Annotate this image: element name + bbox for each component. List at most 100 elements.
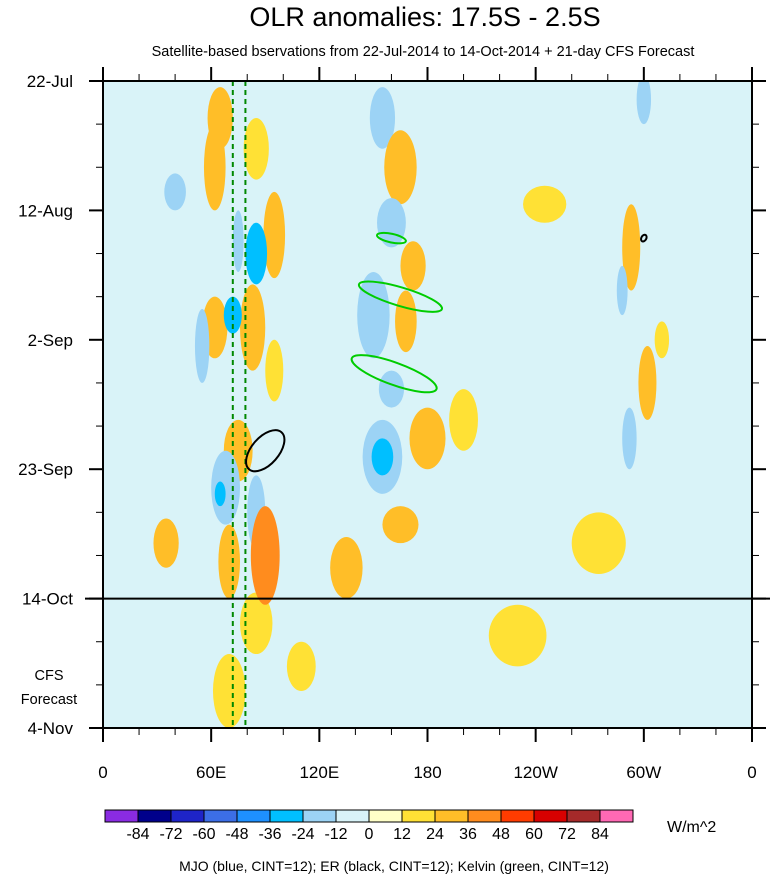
olr-anomaly-region <box>146 401 168 439</box>
olr-anomaly-region <box>654 321 670 359</box>
olr-anomaly-region <box>391 666 410 716</box>
colorbar-label: -84 <box>126 826 149 843</box>
olr-anomaly-region <box>622 407 637 470</box>
olr-anomaly-region <box>122 339 156 377</box>
colorbar-label: -60 <box>192 826 215 843</box>
olr-anomaly-region <box>571 512 626 574</box>
olr-anomaly-region <box>382 506 419 544</box>
axes: 0 60E 120E 180 120W 60W 0 22-Jul 12-Aug 2-Sep 23-S… <box>18 67 770 782</box>
colorbar-label: 0 <box>365 826 374 843</box>
colorbar-label: 84 <box>591 826 609 843</box>
olr-anomaly-region <box>164 173 186 211</box>
olr-anomaly-region <box>211 450 241 525</box>
colorbar-label: -36 <box>258 826 281 843</box>
olr-anomaly-region <box>194 308 210 383</box>
colorbar-swatch <box>302 809 337 823</box>
y-tick-label: 23-Sep <box>18 460 73 479</box>
olr-anomaly-region <box>616 265 628 316</box>
colorbar-swatch <box>467 809 502 823</box>
olr-anomaly-region <box>218 524 241 599</box>
colorbar-swatch <box>434 809 469 823</box>
colorbar-swatch <box>335 809 370 823</box>
x-tick-label: 0 <box>98 763 107 782</box>
olr-anomaly-region <box>330 536 363 599</box>
olr-anomaly-region <box>265 339 284 402</box>
y-tick-label: 4-Nov <box>28 719 74 738</box>
olr-anomaly-region <box>263 191 286 279</box>
er-contour <box>640 233 648 243</box>
colorbar-swatch <box>203 809 238 823</box>
olr-anomaly-region <box>622 204 641 291</box>
olr-anomaly-region <box>523 185 567 223</box>
colorbar-swatch <box>533 809 568 823</box>
chart-title: OLR anomalies: 17.5S - 2.5S <box>249 2 600 32</box>
olr-anomaly-region <box>638 345 657 420</box>
olr-anomaly-region <box>286 641 316 692</box>
x-tick-label: 120W <box>513 763 557 782</box>
colorbar-swatch <box>104 809 139 823</box>
olr-anomaly-region <box>357 272 390 359</box>
olr-anomaly-region <box>378 370 405 408</box>
x-tick-label: 60W <box>626 763 661 782</box>
kelvin-contour <box>357 280 444 313</box>
olr-anomaly-region <box>240 284 266 371</box>
colorbar-label: 12 <box>393 826 411 843</box>
colorbar-label: -24 <box>291 826 314 843</box>
colorbar-label: -12 <box>324 826 347 843</box>
olr-anomaly-region <box>243 117 269 180</box>
olr-anomaly-region <box>636 81 652 125</box>
colorbar-label: -48 <box>225 826 248 843</box>
forecast-label: CFS Forecast <box>21 668 77 708</box>
x-tick-label: 60E <box>196 763 226 782</box>
colorbar-swatch <box>599 809 634 823</box>
y-tick-label: 22-Jul <box>27 72 73 91</box>
forecast-label-line: Forecast <box>21 692 77 708</box>
kelvin-contour <box>350 354 438 394</box>
colorbar-swatch <box>566 809 601 823</box>
colorbar-label: -72 <box>159 826 182 843</box>
colorbar-units: W/m^2 <box>667 819 716 836</box>
x-tick-label: 0 <box>747 763 756 782</box>
y-tick-label: 12-Aug <box>18 201 73 220</box>
colorbar-label: 24 <box>426 826 444 843</box>
x-tick-label: 180 <box>413 763 441 782</box>
olr-anomaly-region <box>214 481 226 507</box>
chart-footer: MJO (blue, CINT=12); ER (black, CINT=12)… <box>179 858 609 874</box>
colorbar-swatch <box>269 809 304 823</box>
er-contour <box>245 429 286 473</box>
colorbar-swatch <box>368 809 403 823</box>
olr-anomaly-region <box>153 518 179 568</box>
x-tick-label: 120E <box>299 763 339 782</box>
olr-anomaly-region <box>369 87 396 149</box>
olr-anomaly-region <box>212 654 246 728</box>
colorbar-label: 72 <box>558 826 576 843</box>
kelvin-contour <box>375 231 407 245</box>
olr-anomaly-region <box>240 592 273 655</box>
colorbar-label: 36 <box>459 826 477 843</box>
heatmap-layer <box>122 81 670 728</box>
olr-anomaly-region <box>371 438 394 476</box>
olr-anomaly-region <box>400 241 426 291</box>
colorbar-label: 60 <box>525 826 543 843</box>
olr-anomaly-region <box>250 506 280 605</box>
olr-anomaly-region <box>384 130 417 205</box>
olr-anomaly-region <box>203 124 226 211</box>
colorbar-swatch <box>170 809 205 823</box>
colorbar-swatch <box>500 809 535 823</box>
y-tick-label: 2-Sep <box>28 331 73 350</box>
colorbar-swatch <box>401 809 436 823</box>
colorbar-swatch <box>236 809 271 823</box>
y-tick-label: 14-Oct <box>22 590 73 609</box>
colorbar: -84 -72 -60 -48 -36 -24 -12 0 12 24 36 48 60 72 84 <box>104 809 634 843</box>
colorbar-swatch <box>137 809 172 823</box>
olr-anomaly-region <box>488 604 547 667</box>
olr-anomaly-region <box>245 222 268 285</box>
olr-anomaly-region <box>449 389 478 451</box>
forecast-label-line: CFS <box>35 668 64 684</box>
olr-anomaly-region <box>395 290 417 353</box>
olr-anomaly-region <box>409 407 446 470</box>
olr-anomaly-region <box>232 210 244 273</box>
colorbar-label: 48 <box>492 826 510 843</box>
chart-subtitle: Satellite-based bservations from 22-Jul-… <box>152 44 695 60</box>
